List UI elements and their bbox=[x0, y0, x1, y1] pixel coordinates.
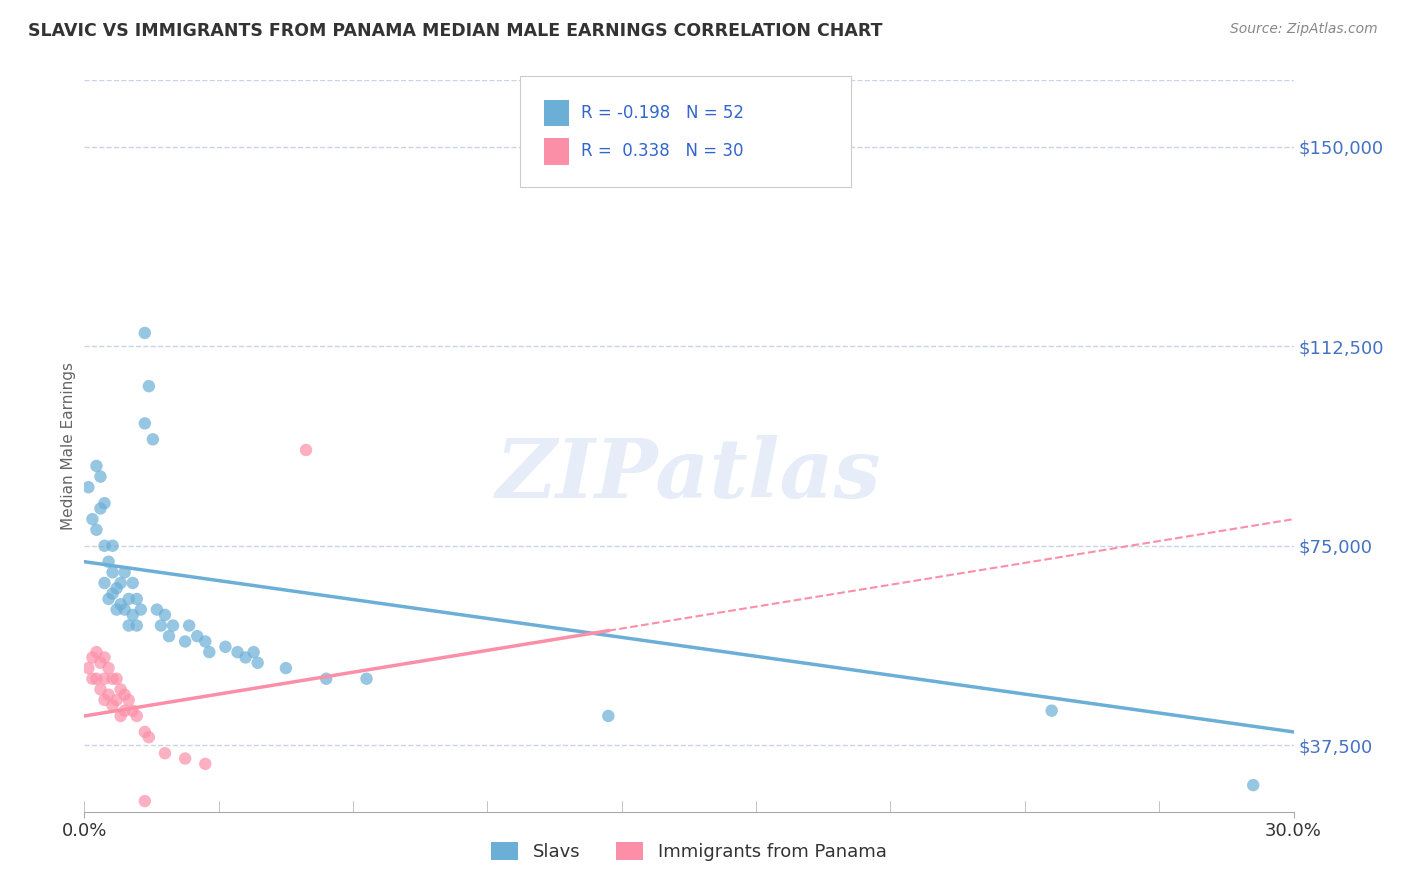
Point bbox=[105, 693, 128, 707]
Point bbox=[194, 634, 217, 648]
Point bbox=[86, 523, 108, 537]
Point bbox=[118, 591, 141, 606]
Point bbox=[97, 661, 120, 675]
Point bbox=[110, 682, 132, 697]
Point bbox=[82, 512, 104, 526]
Point bbox=[93, 672, 115, 686]
Point bbox=[105, 602, 128, 616]
Point bbox=[86, 645, 108, 659]
Point bbox=[101, 698, 124, 713]
Point bbox=[77, 661, 100, 675]
Point bbox=[142, 433, 165, 447]
Point bbox=[138, 731, 160, 745]
Point bbox=[153, 607, 176, 622]
Legend: Slavs, Immigrants from Panama: Slavs, Immigrants from Panama bbox=[484, 835, 894, 869]
Point bbox=[598, 709, 620, 723]
Point bbox=[110, 709, 132, 723]
Point bbox=[93, 539, 115, 553]
Point bbox=[315, 672, 337, 686]
Point bbox=[134, 417, 156, 431]
Point bbox=[101, 672, 124, 686]
Text: ZIPatlas: ZIPatlas bbox=[496, 435, 882, 516]
Point bbox=[93, 496, 115, 510]
Point bbox=[134, 725, 156, 739]
Point bbox=[153, 746, 176, 760]
Point bbox=[101, 586, 124, 600]
Point bbox=[89, 682, 111, 697]
Point bbox=[174, 751, 197, 765]
Point bbox=[174, 634, 197, 648]
Point bbox=[125, 591, 148, 606]
Point bbox=[89, 501, 111, 516]
Text: R =  0.338   N = 30: R = 0.338 N = 30 bbox=[581, 143, 744, 161]
Point bbox=[97, 591, 120, 606]
Point bbox=[274, 661, 297, 675]
Point bbox=[110, 576, 132, 591]
Point bbox=[186, 629, 208, 643]
Point bbox=[235, 650, 257, 665]
Point bbox=[77, 480, 100, 494]
Text: Source: ZipAtlas.com: Source: ZipAtlas.com bbox=[1230, 22, 1378, 37]
Point bbox=[93, 650, 115, 665]
Point bbox=[194, 756, 217, 771]
Point bbox=[198, 645, 221, 659]
Point bbox=[97, 555, 120, 569]
Point bbox=[105, 582, 128, 596]
Point bbox=[114, 688, 136, 702]
Point bbox=[82, 650, 104, 665]
Point bbox=[242, 645, 264, 659]
Point bbox=[86, 672, 108, 686]
Point bbox=[114, 704, 136, 718]
Point bbox=[121, 704, 143, 718]
Point bbox=[93, 576, 115, 591]
Point bbox=[101, 566, 124, 580]
Point bbox=[129, 602, 152, 616]
Point bbox=[138, 379, 160, 393]
Text: R = -0.198   N = 52: R = -0.198 N = 52 bbox=[581, 104, 744, 122]
Point bbox=[114, 602, 136, 616]
Point bbox=[157, 629, 180, 643]
Point bbox=[82, 672, 104, 686]
Point bbox=[295, 442, 318, 457]
Point bbox=[134, 794, 156, 808]
Point bbox=[89, 469, 111, 483]
Point bbox=[356, 672, 378, 686]
Point bbox=[162, 618, 184, 632]
Y-axis label: Median Male Earnings: Median Male Earnings bbox=[60, 362, 76, 530]
Point bbox=[89, 656, 111, 670]
Point bbox=[110, 597, 132, 611]
Point bbox=[125, 618, 148, 632]
Point bbox=[146, 602, 169, 616]
Point bbox=[101, 539, 124, 553]
Point bbox=[118, 618, 141, 632]
Point bbox=[121, 576, 143, 591]
Point bbox=[214, 640, 236, 654]
Point bbox=[1040, 704, 1063, 718]
Point bbox=[134, 326, 156, 340]
Point bbox=[93, 693, 115, 707]
Point bbox=[121, 607, 143, 622]
Point bbox=[149, 618, 172, 632]
Point bbox=[118, 693, 141, 707]
Point bbox=[114, 566, 136, 580]
Point bbox=[86, 458, 108, 473]
Point bbox=[226, 645, 249, 659]
Point bbox=[1241, 778, 1264, 792]
Point bbox=[246, 656, 269, 670]
Point bbox=[97, 688, 120, 702]
Point bbox=[125, 709, 148, 723]
Text: SLAVIC VS IMMIGRANTS FROM PANAMA MEDIAN MALE EARNINGS CORRELATION CHART: SLAVIC VS IMMIGRANTS FROM PANAMA MEDIAN … bbox=[28, 22, 883, 40]
Point bbox=[179, 618, 201, 632]
Point bbox=[105, 672, 128, 686]
